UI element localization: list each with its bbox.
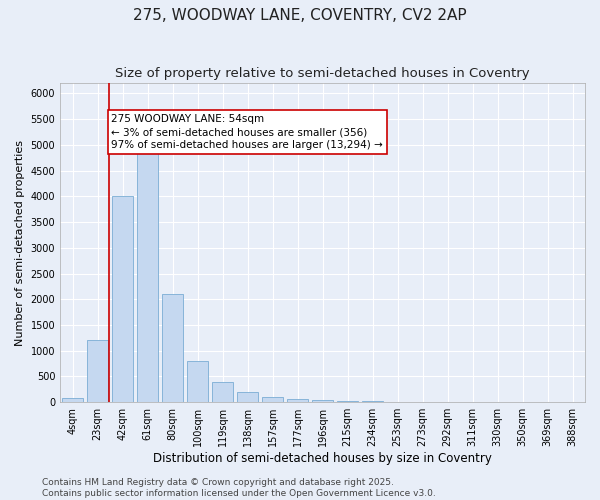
Title: Size of property relative to semi-detached houses in Coventry: Size of property relative to semi-detach… (115, 68, 530, 80)
Text: 275 WOODWAY LANE: 54sqm
← 3% of semi-detached houses are smaller (356)
97% of se: 275 WOODWAY LANE: 54sqm ← 3% of semi-det… (112, 114, 383, 150)
Bar (62, 398, 83, 402)
Bar (187, 361, 208, 402)
Bar (312, 400, 333, 402)
Bar (212, 382, 233, 402)
Bar (237, 392, 258, 402)
Y-axis label: Number of semi-detached properties: Number of semi-detached properties (15, 140, 25, 346)
Bar (337, 400, 358, 402)
X-axis label: Distribution of semi-detached houses by size in Coventry: Distribution of semi-detached houses by … (153, 452, 492, 465)
Bar (137, 152, 158, 402)
Bar (112, 196, 133, 402)
Bar (262, 396, 283, 402)
Bar (162, 294, 183, 402)
Text: Contains HM Land Registry data © Crown copyright and database right 2025.
Contai: Contains HM Land Registry data © Crown c… (42, 478, 436, 498)
Bar (87, 340, 108, 402)
Bar (287, 399, 308, 402)
Text: 275, WOODWAY LANE, COVENTRY, CV2 2AP: 275, WOODWAY LANE, COVENTRY, CV2 2AP (133, 8, 467, 22)
